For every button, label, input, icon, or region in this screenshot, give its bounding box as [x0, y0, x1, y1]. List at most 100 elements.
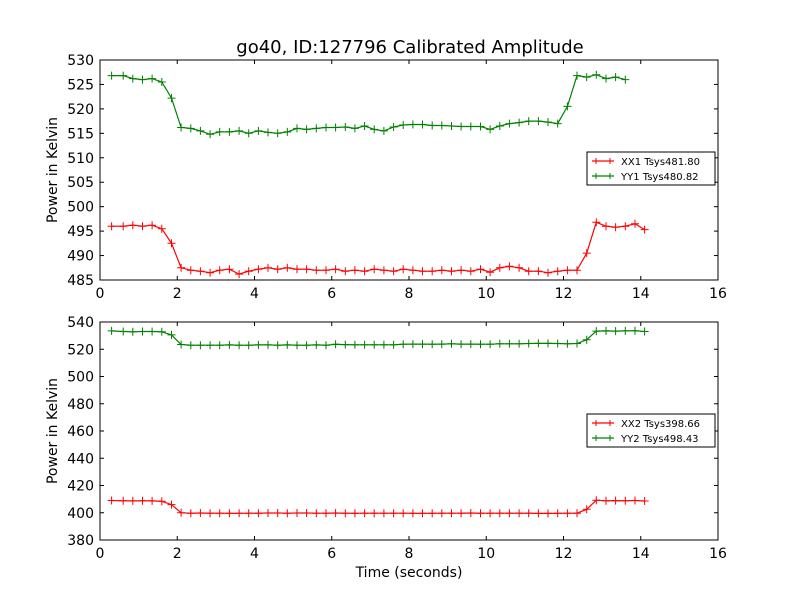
data-point: [244, 509, 253, 518]
data-point: [167, 330, 176, 339]
data-point: [515, 509, 524, 518]
data-point: [447, 339, 456, 348]
data-point: [322, 266, 330, 275]
data-point: [273, 265, 282, 274]
data-point: [138, 75, 147, 84]
data-point: [177, 340, 186, 349]
data-point: [553, 339, 562, 348]
data-point: [486, 125, 495, 134]
data-point: [408, 340, 417, 349]
data-point: [264, 340, 272, 349]
data-point: [341, 123, 350, 131]
data-point: [331, 123, 340, 132]
data-point: [563, 509, 572, 518]
data-point: [225, 127, 234, 136]
data-point: [206, 341, 215, 350]
data-point: [524, 117, 533, 126]
x-tick-label: 0: [96, 546, 105, 562]
data-point: [370, 265, 379, 274]
data-point: [157, 78, 166, 86]
data-point: [254, 265, 263, 274]
data-point: [107, 326, 116, 335]
data-point: [302, 509, 311, 517]
data-point: [244, 341, 253, 350]
data-point: [215, 127, 224, 136]
data-point: [196, 126, 205, 135]
data-point: [621, 496, 630, 505]
data-point: [312, 124, 321, 133]
data-point: [225, 265, 234, 274]
data-point: [573, 266, 581, 275]
legend-label: YY1 Tsys480.82: [620, 172, 699, 183]
data-point: [215, 266, 224, 275]
y-tick-label: 490: [67, 249, 94, 265]
legend: XX2 Tsys398.66 YY2 Tsys498.43: [586, 413, 716, 448]
legend-marker: [593, 435, 613, 441]
data-point: [302, 125, 311, 134]
x-tick-label: 6: [327, 286, 336, 302]
data-point: [119, 222, 128, 231]
data-point: [640, 225, 649, 234]
data-point: [322, 509, 330, 518]
data-point: [379, 266, 388, 275]
data-point: [466, 122, 475, 131]
data-point: [437, 266, 446, 275]
data-point: [254, 509, 263, 518]
data-point: [206, 130, 215, 139]
data-point: [302, 265, 311, 274]
x-tick-label: 4: [250, 546, 259, 562]
data-point: [273, 129, 282, 138]
data-point: [107, 496, 116, 505]
data-point: [341, 340, 350, 349]
data-point: [186, 266, 195, 275]
data-point: [447, 122, 456, 130]
data-point: [515, 263, 524, 272]
legend-box: [586, 413, 716, 448]
data-point: [408, 120, 417, 129]
data-point: [582, 505, 591, 514]
data-point: [476, 122, 485, 131]
data-point: [582, 73, 591, 82]
data-point: [148, 327, 157, 336]
data-point: [331, 340, 340, 349]
data-point: [553, 267, 562, 276]
data-point: [408, 509, 417, 518]
data-point: [534, 267, 543, 276]
legend-marker: [593, 420, 613, 426]
data-point: [312, 266, 321, 275]
data-point: [524, 339, 533, 348]
y-tick-label: 520: [67, 342, 94, 358]
x-axis-label: Time (seconds): [355, 565, 463, 581]
y-tick-label: 505: [67, 175, 94, 191]
data-point: [505, 509, 514, 518]
data-point: [486, 509, 495, 518]
data-point: [128, 221, 137, 230]
data-point: [399, 121, 408, 129]
data-point: [331, 265, 340, 274]
data-point: [563, 102, 572, 111]
data-point: [148, 74, 157, 83]
data-point: [602, 222, 610, 231]
x-tick-label: 8: [405, 546, 414, 562]
x-tick-label: 12: [555, 546, 573, 562]
data-point: [611, 327, 620, 336]
x-tick-label: 16: [709, 286, 727, 302]
data-point: [399, 509, 408, 518]
x-tick-label: 16: [709, 546, 727, 562]
data-point: [544, 339, 552, 348]
data-point: [273, 341, 282, 350]
x-tick-label: 10: [477, 286, 495, 302]
data-point: [107, 71, 116, 80]
data-point: [544, 509, 552, 518]
x-tick-label: 8: [405, 286, 414, 302]
data-point: [582, 249, 591, 258]
data-point: [360, 267, 369, 276]
data-point: [167, 500, 176, 509]
data-point: [244, 129, 253, 138]
data-point: [244, 267, 253, 276]
data-point: [157, 224, 166, 233]
data-point: [466, 267, 475, 276]
data-point: [138, 222, 147, 231]
data-point: [177, 123, 186, 132]
